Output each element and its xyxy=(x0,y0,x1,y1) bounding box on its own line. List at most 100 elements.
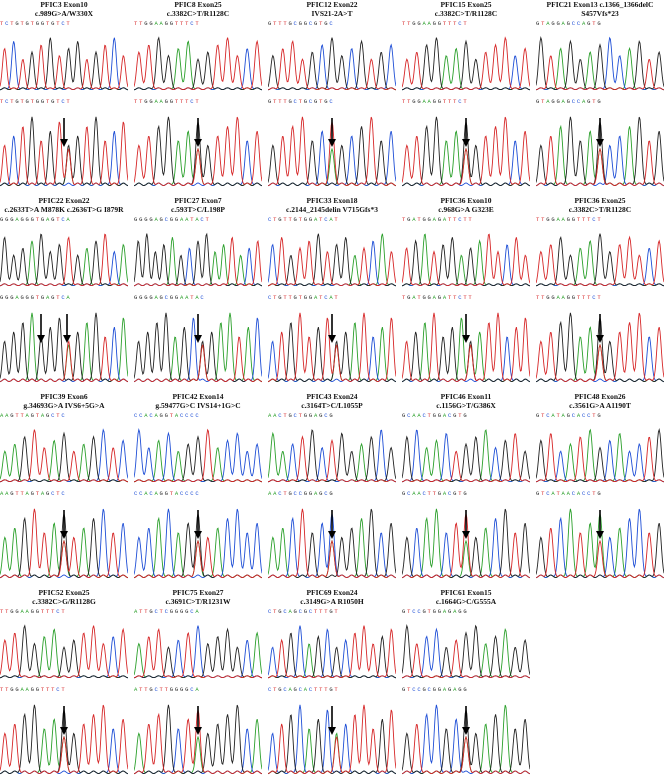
reference-trace xyxy=(0,233,128,287)
trace-g xyxy=(402,623,530,679)
mutation-arrow-icon xyxy=(194,510,202,539)
exon-label: Exon10 xyxy=(465,196,492,205)
panel-title: PFIC33 Exon18 c.2144_2145delin V715Gfs*3 xyxy=(268,196,396,214)
patient-trace xyxy=(0,704,128,775)
mutation-arrow-icon xyxy=(462,706,470,735)
exon-label: Exon25 xyxy=(599,196,626,205)
exon-label: Exon11 xyxy=(465,392,492,401)
panel-title: PFIC52 Exon25 c.3382C>G/R1128G xyxy=(0,588,128,606)
mutation-label: IVS21-2A>T xyxy=(311,9,353,18)
reference-trace xyxy=(536,427,664,483)
mutation-arrow-icon xyxy=(596,314,604,343)
patient-sequence: TTGGAAGGTTTCT xyxy=(536,294,603,301)
panel-title: PFIC36 Exon10 c.968G>A G323E xyxy=(402,196,530,214)
chromatogram-panel: PFIC3 Exon10 c.989G>A/W330X TCTGTGTGGTGTCT… xyxy=(0,0,128,194)
reference-trace xyxy=(0,428,128,483)
trace-a xyxy=(402,627,530,679)
panel-title: PFIC42 Exon14 g.59477G>C IVS14+1G>C xyxy=(134,392,262,410)
mutation-label: c.3382C>T/R1128C xyxy=(568,205,632,214)
reference-trace xyxy=(268,37,396,91)
mutation-label: c.3149G>A R1050H xyxy=(300,597,364,606)
trace-t xyxy=(0,704,128,774)
mutation-arrow-icon xyxy=(60,706,68,735)
patient-trace xyxy=(0,312,128,383)
patient-id: PFIC15 xyxy=(440,0,466,9)
exon-label: Exon7 xyxy=(199,196,222,205)
patient-sequence: GTCCGCGGAGAGG xyxy=(402,686,469,693)
patient-sequence: TCTGTGTGGTGTCT xyxy=(0,98,72,105)
panel-title: PFIC8 Exon25 c.3382C>T/R1128C xyxy=(134,0,262,18)
mutation-arrow-icon xyxy=(62,314,71,343)
reference-trace xyxy=(402,429,530,483)
trace-t xyxy=(0,429,128,483)
patient-id: PFIC42 xyxy=(172,392,198,401)
trace-t xyxy=(536,527,664,579)
patient-sequence: AAGTTAGTAGCTC xyxy=(0,490,67,497)
panel-title: PFIC22 Exon22 c.2633T>A M878K c.2636T>G I… xyxy=(0,196,128,214)
reference-sequence: GTTTGCGGCGTGC xyxy=(268,20,335,27)
patient-id: PFIC75 xyxy=(172,588,198,597)
trace-c xyxy=(402,244,530,287)
panel-title: PFIC75 Exon27 c.3691C>T/R1231W xyxy=(134,588,262,606)
trace-t xyxy=(536,235,664,287)
patient-id: PFIC12 xyxy=(306,0,332,9)
trace-t xyxy=(134,536,262,579)
mutation-label: S457Vfs*23 xyxy=(581,9,619,18)
patient-trace xyxy=(268,704,396,775)
reference-sequence: TCTGTGTGGTGTCT xyxy=(0,20,72,27)
patient-id: PFIC36 xyxy=(440,196,466,205)
reference-sequence: CTGCAGCGCTTTGT xyxy=(268,608,340,615)
mutation-arrow-icon xyxy=(36,314,45,343)
panel-title: PFIC12 Exon22 IVS21-2A>T xyxy=(268,0,396,18)
trace-t xyxy=(268,237,396,287)
trace-t xyxy=(402,639,530,679)
trace-t xyxy=(268,39,396,91)
mutation-label: c.3561G>A A1190T xyxy=(569,401,631,410)
mutation-label: c.3382C>T/R1128C xyxy=(434,9,498,18)
trace-t xyxy=(268,312,396,383)
trace-t xyxy=(134,236,262,287)
patient-sequence: TTGGAAGGTTTCT xyxy=(402,98,469,105)
chromatogram-panel: PFIC46 Exon11 c.1156G>T/G386X GCAACTGGACGT… xyxy=(402,392,530,586)
mutation-label: c.1156G>T/G386X xyxy=(436,401,496,410)
exon-label: Exon22 xyxy=(331,0,358,9)
exon-label: Exon25 xyxy=(63,588,90,597)
mutation-arrow-icon xyxy=(328,314,336,343)
mutation-arrow-icon xyxy=(328,706,336,735)
mutation-arrow-icon xyxy=(194,314,202,343)
reference-trace xyxy=(402,623,530,679)
reference-sequence: AACTGCTGGAGCG xyxy=(268,412,335,419)
trace-t xyxy=(402,723,530,775)
mutation-arrow-icon xyxy=(462,118,470,147)
trace-t xyxy=(536,55,664,91)
reference-sequence: TTGGAAGGTTTCT xyxy=(402,20,469,27)
exon-label: Exon13 c.1366_1366delC xyxy=(571,0,654,9)
trace-t xyxy=(0,233,128,287)
patient-sequence: TGATGGAGATTCTT xyxy=(402,294,474,301)
reference-sequence: GTCCGTGGAGAGG xyxy=(402,608,469,615)
chromatogram-panel: PFIC15 Exon25 c.3382C>T/R1128C TTGGAAGGTTT… xyxy=(402,0,530,194)
reference-trace xyxy=(0,37,128,91)
patient-sequence: AACTGCCGGAGCG xyxy=(268,490,335,497)
trace-t xyxy=(268,625,396,679)
trace-t xyxy=(0,625,128,679)
trace-t xyxy=(536,135,664,187)
patient-id: PFIC27 xyxy=(174,196,200,205)
reference-sequence: TTGGAAGGTTTCT xyxy=(536,216,603,223)
mutation-arrow-icon xyxy=(596,118,604,147)
panel-title: PFIC39 Exon6 g.34693G>A IVS6+5G>A xyxy=(0,392,128,410)
patient-id: PFIC69 xyxy=(306,588,332,597)
trace-g xyxy=(134,704,262,775)
reference-trace xyxy=(134,36,262,91)
patient-sequence: GTCATAACACCTG xyxy=(536,490,603,497)
mutation-arrow-icon xyxy=(60,510,68,539)
trace-g xyxy=(268,632,396,679)
trace-t xyxy=(402,36,530,91)
reference-trace xyxy=(134,625,262,679)
reference-sequence: TGATGGAGATTCTT xyxy=(402,216,474,223)
chromatogram-panel: PFIC33 Exon18 c.2144_2145delin V715Gfs*3 C… xyxy=(268,196,396,390)
trace-t xyxy=(536,433,664,483)
panel-title: PFIC69 Exon24 c.3149G>A R1050H xyxy=(268,588,396,606)
patient-id: PFIC61 xyxy=(440,588,466,597)
trace-t xyxy=(402,312,530,382)
